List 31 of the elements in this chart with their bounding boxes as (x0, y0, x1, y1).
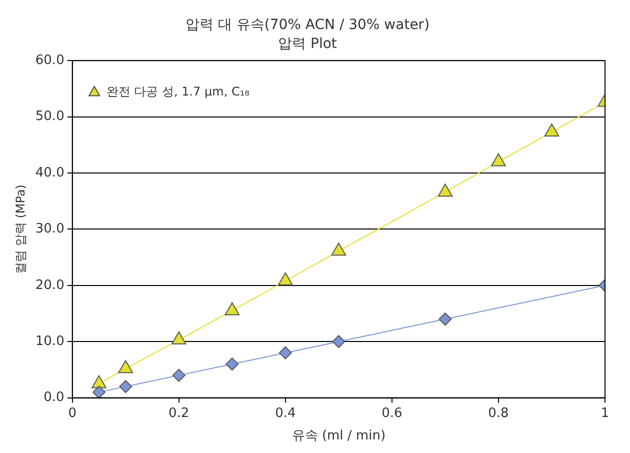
y-tick-label: 10.0 (35, 334, 64, 349)
point (278, 346, 292, 360)
point (491, 153, 506, 166)
y-axis-title: 컬럼 압력 (MPa) (13, 184, 28, 274)
x-tick-label: 0.6 (382, 406, 402, 421)
y-tick-label: 50.0 (35, 109, 64, 124)
x-tick-label: 0.2 (168, 406, 190, 421)
y-tick-label: 0.0 (44, 390, 64, 406)
point (119, 380, 132, 394)
point (224, 302, 240, 316)
x-tick-label: 0.4 (275, 406, 296, 421)
point (92, 386, 106, 398)
x-tick-label: 0 (68, 406, 76, 421)
x-axis-title: 유속 (ml / min) (292, 428, 386, 444)
y-tick-label: 40.0 (35, 165, 64, 180)
y-tick-label: 30.0 (35, 222, 64, 237)
point (332, 335, 346, 348)
point (172, 368, 186, 382)
point (544, 123, 560, 136)
legend-label: 완전 다공 성, 1.7 μm, C₁₈ (106, 84, 250, 99)
x-tick-label: 1 (600, 406, 610, 421)
point (226, 358, 239, 371)
chart-subtitle: 압력 Plot (278, 36, 338, 52)
point (438, 184, 453, 197)
chart-title: 압력 대 유속(70% ACN / 30% water) (185, 17, 430, 34)
y-tick-label: 20.0 (35, 278, 64, 293)
point (278, 272, 293, 286)
point (438, 312, 452, 326)
y-tick-label: 60.0 (35, 52, 64, 68)
x-tick-label: 0.8 (488, 406, 509, 421)
point (331, 242, 346, 256)
